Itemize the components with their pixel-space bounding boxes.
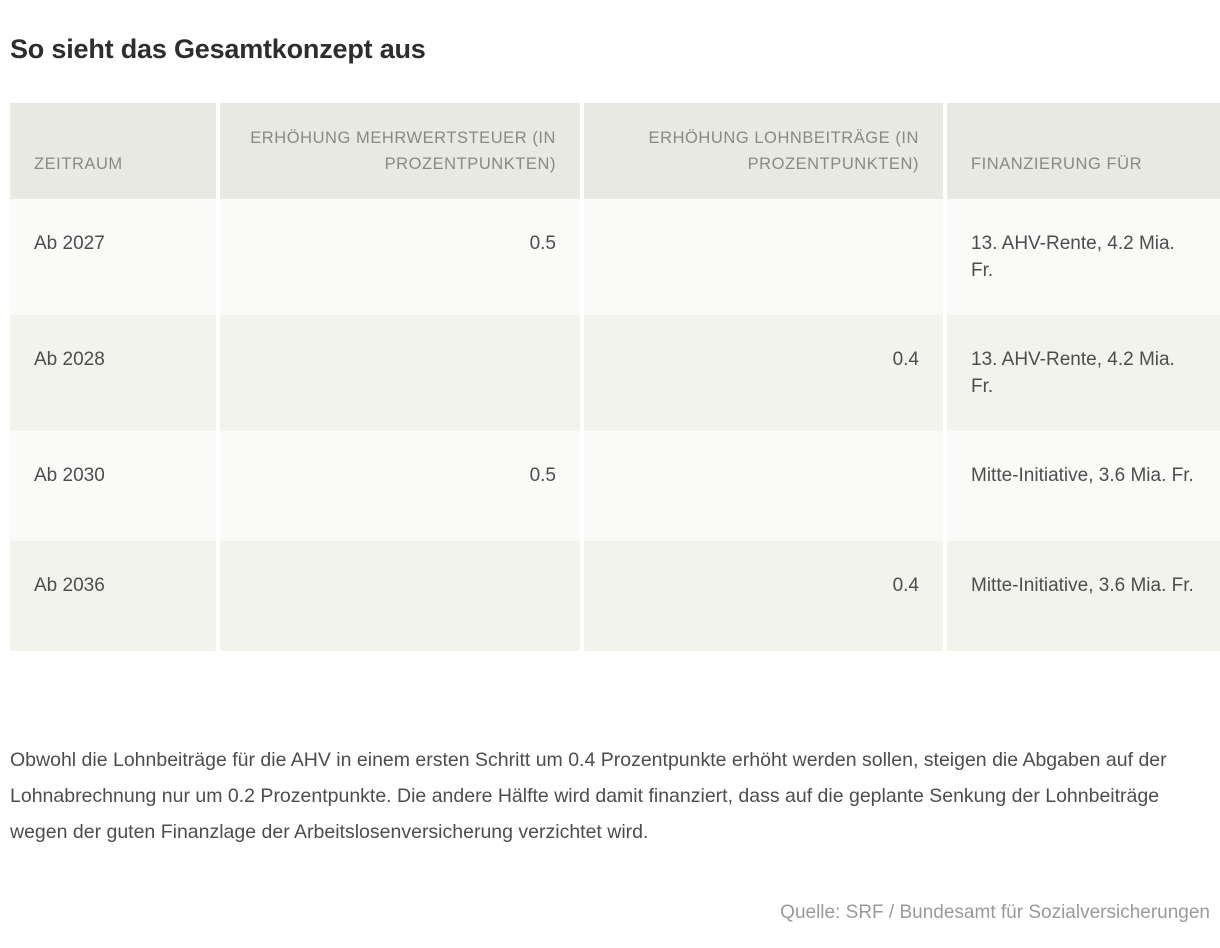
cell-mehrwertsteuer: 0.5 <box>220 199 580 315</box>
column-header-mehrwertsteuer: ERHÖHUNG MEHRWERTSTEUER (IN PROZENTPUNKT… <box>220 103 580 199</box>
column-header-zeitraum: ZEITRAUM <box>10 103 216 199</box>
cell-lohnbeitraege <box>584 199 943 315</box>
column-header-lohnbeitraege: ERHÖHUNG LOHNBEITRÄGE (IN PROZENTPUNKTEN… <box>584 103 943 199</box>
cell-zeitraum: Ab 2028 <box>10 315 216 431</box>
cell-mehrwertsteuer: 0.5 <box>220 431 580 541</box>
table-body: Ab 2027 0.5 13. AHV-Rente, 4.2 Mia. Fr. … <box>10 199 1220 651</box>
footnote-text: Obwohl die Lohnbeiträge für die AHV in e… <box>10 748 1167 843</box>
data-table-container: ZEITRAUM ERHÖHUNG MEHRWERTSTEUER (IN PRO… <box>10 103 1220 651</box>
cell-mehrwertsteuer <box>220 541 580 651</box>
source-credit: Quelle: SRF / Bundesamt für Sozialversic… <box>780 902 1210 923</box>
cell-zeitraum: Ab 2036 <box>10 541 216 651</box>
cell-finanzierung: 13. AHV-Rente, 4.2 Mia. Fr. <box>947 199 1220 315</box>
cell-zeitraum: Ab 2030 <box>10 431 216 541</box>
page-title: So sieht das Gesamtkonzept aus <box>10 34 426 65</box>
concept-financing-table: ZEITRAUM ERHÖHUNG MEHRWERTSTEUER (IN PRO… <box>6 103 1220 651</box>
column-header-finanzierung: FINANZIERUNG FÜR <box>947 103 1220 199</box>
table-row: Ab 2036 0.4 Mitte-Initiative, 3.6 Mia. F… <box>10 541 1220 651</box>
cell-zeitraum: Ab 2027 <box>10 199 216 315</box>
cell-mehrwertsteuer <box>220 315 580 431</box>
table-row: Ab 2030 0.5 Mitte-Initiative, 3.6 Mia. F… <box>10 431 1220 541</box>
cell-lohnbeitraege: 0.4 <box>584 315 943 431</box>
cell-finanzierung: Mitte-Initiative, 3.6 Mia. Fr. <box>947 541 1220 651</box>
cell-finanzierung: Mitte-Initiative, 3.6 Mia. Fr. <box>947 431 1220 541</box>
table-row: Ab 2028 0.4 13. AHV-Rente, 4.2 Mia. Fr. <box>10 315 1220 431</box>
cell-finanzierung: 13. AHV-Rente, 4.2 Mia. Fr. <box>947 315 1220 431</box>
table-header-row: ZEITRAUM ERHÖHUNG MEHRWERTSTEUER (IN PRO… <box>10 103 1220 199</box>
table-row: Ab 2027 0.5 13. AHV-Rente, 4.2 Mia. Fr. <box>10 199 1220 315</box>
cell-lohnbeitraege: 0.4 <box>584 541 943 651</box>
table-header: ZEITRAUM ERHÖHUNG MEHRWERTSTEUER (IN PRO… <box>10 103 1220 199</box>
cell-lohnbeitraege <box>584 431 943 541</box>
